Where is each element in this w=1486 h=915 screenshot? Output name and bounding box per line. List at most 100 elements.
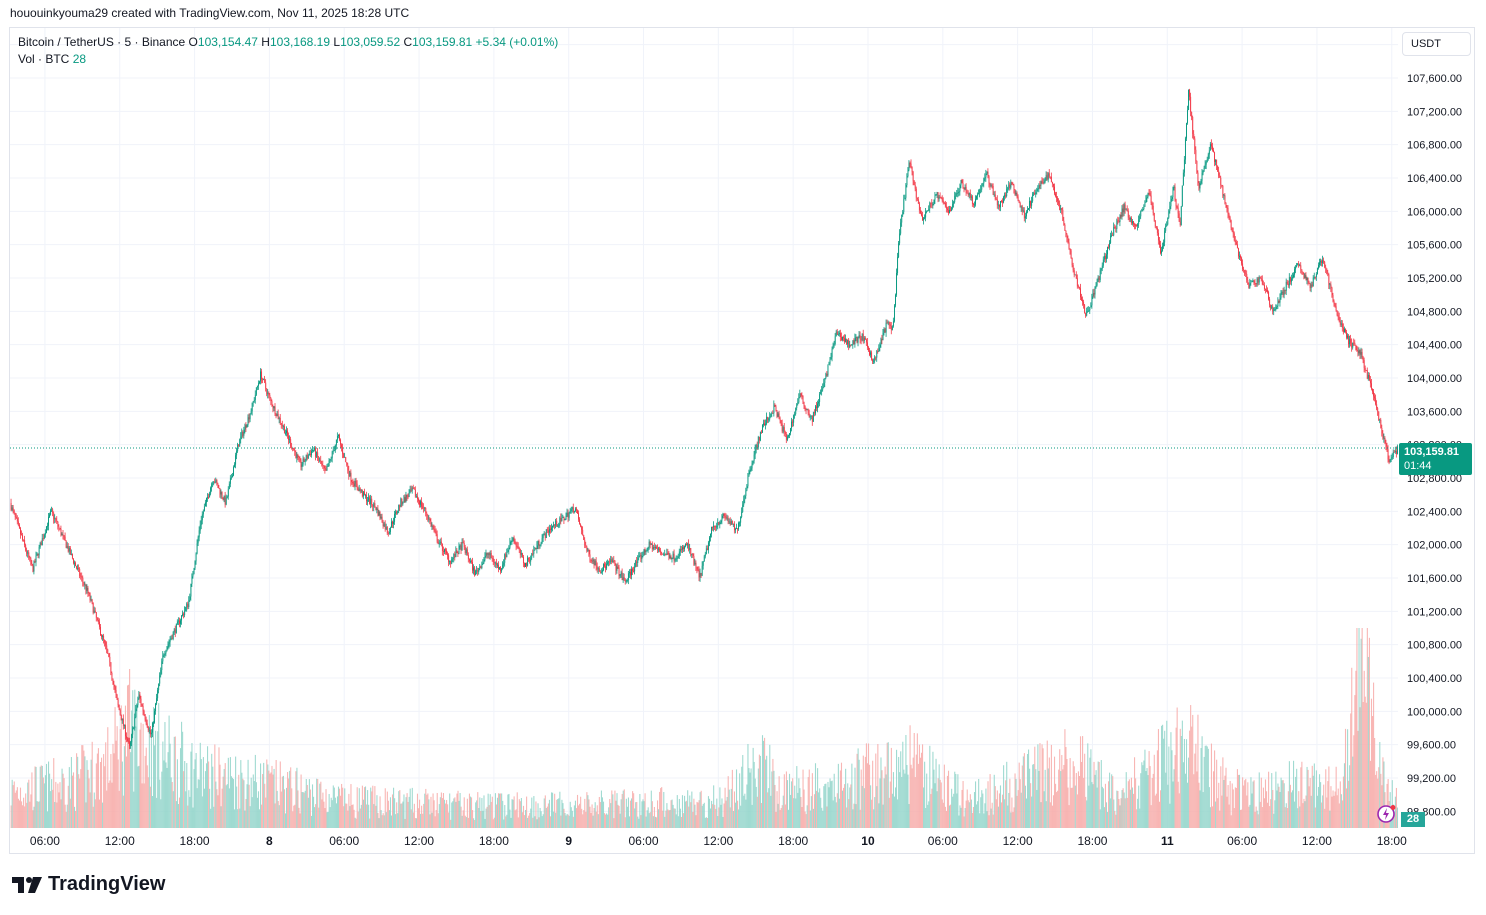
candle-body: [892, 321, 894, 327]
volume-bar: [359, 808, 361, 828]
candle-body: [735, 528, 736, 531]
candle-body: [820, 391, 822, 395]
volume-bar: [178, 797, 181, 828]
volume-bar: [837, 763, 839, 828]
volume-bar: [191, 743, 193, 828]
candle-body: [75, 562, 77, 567]
volume-label[interactable]: Vol · BTC: [18, 52, 70, 66]
high-label: H: [261, 35, 270, 49]
volume-bar: [1306, 766, 1308, 828]
volume-bar: [786, 780, 788, 828]
volume-bar: [63, 778, 65, 828]
symbol-name[interactable]: Bitcoin / TetherUS · 5 · Binance: [18, 35, 186, 49]
candle-body: [1055, 193, 1057, 197]
candle-body: [474, 567, 476, 576]
volume-bar: [1280, 777, 1282, 828]
candle-body: [906, 176, 908, 186]
volume-bar: [971, 812, 973, 828]
volume-bar: [954, 771, 956, 828]
volume-bar: [1171, 750, 1173, 828]
candle-body: [369, 497, 371, 505]
volume-bar: [1124, 798, 1126, 828]
volume-bar: [1290, 792, 1293, 828]
volume-bar: [811, 773, 813, 828]
candle-body: [768, 419, 770, 421]
candle-body: [555, 520, 557, 526]
volume-bar: [188, 790, 190, 828]
volume-bar: [807, 777, 809, 828]
volume-bar: [85, 802, 87, 828]
candle-body: [1320, 261, 1322, 263]
candle-body: [110, 662, 112, 673]
candle-body: [325, 469, 327, 471]
candle-body: [203, 506, 205, 512]
candle-body: [241, 431, 243, 437]
candle-body: [588, 550, 590, 555]
volume-bar: [1281, 780, 1283, 828]
volume-bar: [726, 796, 728, 828]
volume-bar: [133, 791, 135, 828]
volume-bar: [325, 789, 327, 828]
volume-bar: [815, 790, 818, 828]
candle-body: [1010, 181, 1012, 188]
candle-body: [658, 548, 660, 550]
volume-bar: [336, 796, 339, 828]
volume-bar: [776, 791, 778, 828]
candle-body: [722, 513, 724, 516]
candle-body: [914, 185, 916, 189]
high-value: 103,168.19: [269, 35, 331, 49]
candle-body: [382, 522, 384, 527]
candle-body: [1096, 281, 1098, 286]
candle-body: [971, 196, 973, 204]
volume-bar: [532, 817, 534, 828]
volume-bar: [794, 785, 796, 828]
volume-bar: [880, 757, 882, 828]
tradingview-logo[interactable]: TradingView: [12, 873, 165, 896]
candle-body: [793, 415, 795, 423]
candle-body: [537, 541, 539, 546]
candle-body: [1388, 459, 1390, 463]
volume-bar: [1235, 787, 1237, 828]
volume-bar: [734, 802, 737, 828]
candle-body: [54, 518, 56, 520]
volume-bar: [1329, 810, 1331, 828]
volume-bar: [159, 779, 161, 828]
price-tick-label: 105,600.00: [1407, 240, 1462, 252]
volume-bar: [353, 809, 355, 828]
volume-bar: [1393, 812, 1395, 828]
candle-body: [1285, 281, 1287, 291]
volume-bar: [681, 795, 684, 828]
candle-body: [1194, 138, 1196, 150]
candle-body: [126, 736, 127, 739]
candle-body: [315, 448, 317, 457]
candle-body: [965, 187, 967, 193]
candle-body: [265, 382, 267, 389]
volume-bar: [775, 811, 777, 828]
candle-body: [1102, 259, 1104, 266]
volume-bar: [1122, 788, 1124, 828]
volume-bar: [1127, 781, 1129, 828]
currency-button[interactable]: USDT: [1402, 32, 1471, 56]
candle-body: [1319, 262, 1320, 266]
volume-bar: [840, 762, 843, 828]
volume-bar: [121, 761, 123, 828]
volume-bar: [626, 806, 628, 828]
volume-bar: [68, 767, 70, 828]
candle-body: [101, 635, 103, 637]
volume-bar: [1232, 789, 1234, 828]
candle-body: [444, 549, 445, 552]
candle-body: [1159, 240, 1160, 246]
tradingview-logo-icon: [12, 876, 42, 893]
candle-body: [583, 535, 585, 540]
lightning-icon[interactable]: [1376, 804, 1396, 824]
volume-bar: [1287, 791, 1289, 828]
candle-body: [357, 488, 359, 492]
candle-body: [1067, 238, 1069, 243]
candle-body: [824, 378, 826, 383]
candle-body: [66, 546, 68, 548]
volume-bar: [210, 808, 212, 828]
volume-bar: [260, 763, 262, 828]
candle-body: [1009, 184, 1011, 188]
volume-bar: [135, 726, 137, 828]
